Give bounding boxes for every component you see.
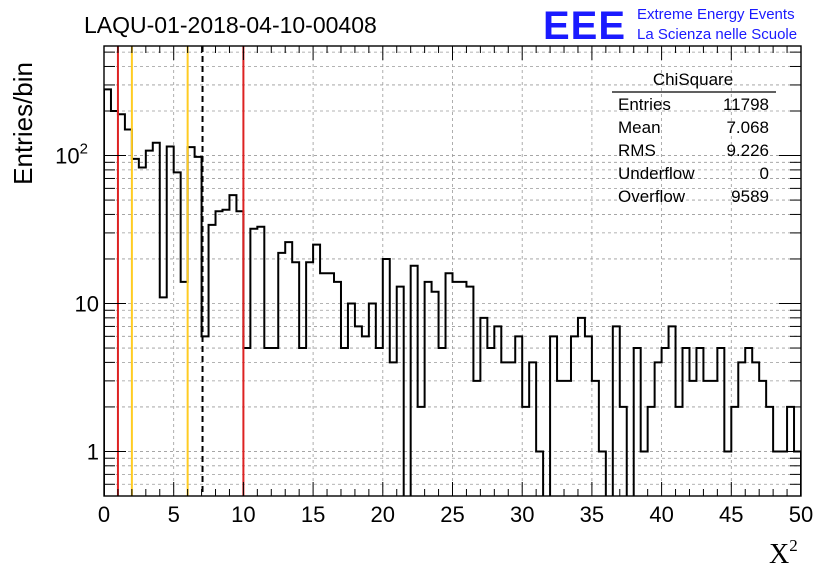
x-tick-labels: 0 5 10 15 20 25 30 35 40 45 50 bbox=[98, 502, 813, 527]
run-title: LAQU-01-2018-04-10-00408 bbox=[84, 12, 377, 38]
x-tick-label: 45 bbox=[719, 502, 743, 527]
logo-line-2: La Scienza nelle Scuole bbox=[637, 26, 797, 43]
stats-value: 7.068 bbox=[726, 118, 769, 137]
stats-label: RMS bbox=[618, 141, 656, 160]
y-axis-label: Entries/bin bbox=[8, 62, 38, 185]
stats-label: Entries bbox=[618, 95, 671, 114]
logo-line-1: Extreme Energy Events bbox=[637, 6, 795, 23]
histogram-steps bbox=[104, 88, 801, 496]
axis-ticks bbox=[103, 46, 802, 497]
stats-value: 11798 bbox=[723, 95, 769, 114]
grid bbox=[104, 46, 801, 497]
x-tick-label: 20 bbox=[371, 502, 395, 527]
y-tick-label: 1 bbox=[87, 439, 99, 464]
y-tick-label: 102 bbox=[55, 141, 88, 169]
x-tick-label: 40 bbox=[649, 502, 673, 527]
x-tick-label: 10 bbox=[231, 502, 255, 527]
stats-box: ChiSquare Entries 11798 Mean 7.068 RMS 9.226 U… bbox=[612, 70, 776, 206]
x-tick-label: 35 bbox=[580, 502, 604, 527]
eee-logo: EEE Extreme Energy Events La Scienza nel… bbox=[543, 4, 797, 48]
x-tick-label: 25 bbox=[440, 502, 464, 527]
stats-rows: Entries 11798 Mean 7.068 RMS 9.226 Underflow 0 O… bbox=[618, 95, 769, 206]
stats-value: 0 bbox=[760, 164, 769, 183]
x-axis-label: X2 bbox=[769, 536, 798, 570]
stats-label: Underflow bbox=[618, 164, 695, 183]
reference-lines bbox=[116, 46, 245, 496]
x-tick-label: 0 bbox=[98, 502, 110, 527]
histogram-area bbox=[104, 88, 801, 496]
x-tick-label: 5 bbox=[168, 502, 180, 527]
y-tick-labels: 1 10 102 bbox=[55, 141, 99, 465]
x-tick-label: 30 bbox=[510, 502, 534, 527]
stats-label: Mean bbox=[618, 118, 661, 137]
logo-mark: EEE bbox=[543, 4, 626, 48]
stats-label: Overflow bbox=[618, 187, 686, 206]
stats-value: 9589 bbox=[731, 187, 769, 206]
x-tick-label: 15 bbox=[301, 502, 325, 527]
y-tick-label: 10 bbox=[75, 292, 99, 317]
stats-value: 9.226 bbox=[726, 141, 769, 160]
stats-title: ChiSquare bbox=[653, 70, 733, 89]
x-tick-label: 50 bbox=[789, 502, 813, 527]
